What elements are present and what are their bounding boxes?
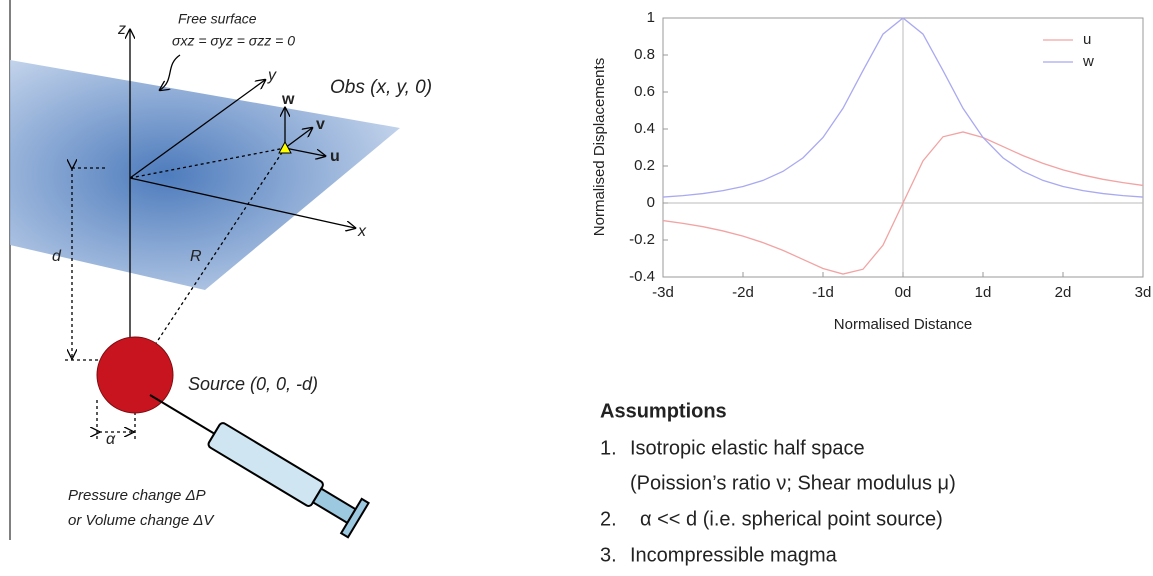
x-tick-label: 1d [975,284,992,301]
assumptions: Assumptions 1. Isotropic elastic half sp… [600,400,956,566]
label: Obs (x, y, 0) [330,77,432,98]
item-text: Incompressible magma [630,544,838,566]
x-tick-label: -1d [812,284,834,301]
y-tick-label: 1 [647,9,655,26]
x-axis-label: Normalised Distance [834,316,972,333]
diagram: Free surface σxz = σyz = σzz = 0 z y x w… [9,0,432,540]
y-tick-label: 0.8 [634,46,655,63]
y-axis-label: Normalised Displacements [591,58,608,236]
x-tick-label: 0d [895,284,912,301]
y-tick-label: 0.4 [634,120,655,137]
label: R [190,248,202,265]
label: d [52,248,62,265]
series-line [662,131,1144,275]
y-tick-label: 0.6 [634,83,655,100]
label: Free surface [178,11,257,27]
label: Source (0, 0, -d) [188,374,318,394]
label: α [106,431,116,448]
label: Pressure change ΔP [68,487,206,504]
chart: Normalised Distance Normalised Displacem… [591,9,1151,333]
series-line [662,17,1144,198]
item-number: 2. [600,508,617,530]
x-tick-label: -2d [732,284,754,301]
y-tick-label: -0.4 [629,268,655,285]
label: v [316,116,325,133]
item-text: α << d (i.e. spherical point source) [640,508,943,530]
label: x [357,223,367,240]
legend-label: w [1082,53,1094,70]
label: z [117,21,126,38]
label: σxz = σyz = σzz = 0 [172,33,295,49]
heading: Assumptions [600,400,727,422]
source-sphere [96,336,174,414]
y-tick-label: 0.2 [634,157,655,174]
label: u [330,148,340,165]
x-tick-label: 3d [1135,284,1152,301]
y-tick-label: -0.2 [629,231,655,248]
y-tick-label: 0 [647,194,655,211]
item-number: 3. [600,544,617,566]
legend-label: u [1083,31,1091,48]
label: y [267,67,277,84]
label: w [281,91,295,108]
item-text: Isotropic elastic half space [630,437,865,459]
free-surface-plane [10,60,400,290]
syringe [149,394,370,539]
item-detail: (Poission’s ratio ν; Shear modulus μ) [630,472,956,494]
label: or Volume change ΔV [68,512,215,529]
item-number: 1. [600,437,617,459]
x-tick-label: 2d [1055,284,1072,301]
observation-point [278,140,292,154]
x-tick-label: -3d [652,284,674,301]
